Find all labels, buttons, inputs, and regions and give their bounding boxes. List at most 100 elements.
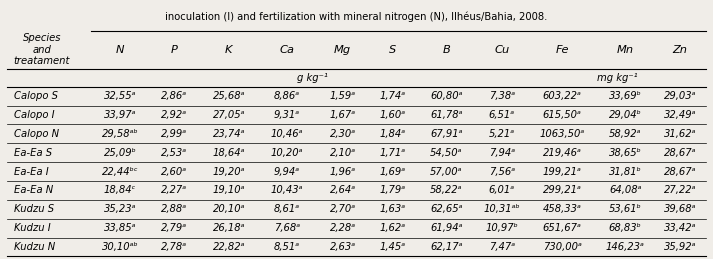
Text: 1,71ᵃ: 1,71ᵃ (380, 148, 406, 158)
Text: 33,42ᵃ: 33,42ᵃ (664, 223, 696, 233)
Text: 10,97ᵇ: 10,97ᵇ (486, 223, 518, 233)
Text: Kudzu N: Kudzu N (14, 242, 55, 252)
Text: 58,22ᵃ: 58,22ᵃ (430, 185, 463, 196)
Text: 1,96ᵃ: 1,96ᵃ (329, 167, 356, 177)
Text: 199,21ᵃ: 199,21ᵃ (543, 167, 582, 177)
Text: 1,59ᵃ: 1,59ᵃ (329, 91, 356, 101)
Text: 57,00ᵃ: 57,00ᵃ (430, 167, 463, 177)
Text: Fe: Fe (555, 45, 569, 55)
Text: g kg⁻¹: g kg⁻¹ (297, 73, 328, 83)
Text: 54,50ᵃ: 54,50ᵃ (430, 148, 463, 158)
Text: 33,69ᵇ: 33,69ᵇ (609, 91, 642, 101)
Text: 615,50ᵃ: 615,50ᵃ (543, 110, 582, 120)
Text: 7,38ᵃ: 7,38ᵃ (488, 91, 515, 101)
Text: 1,74ᵃ: 1,74ᵃ (380, 91, 406, 101)
Text: 2,92ᵃ: 2,92ᵃ (161, 110, 188, 120)
Text: 458,33ᵃ: 458,33ᵃ (543, 204, 582, 214)
Text: 1,62ᵃ: 1,62ᵃ (380, 223, 406, 233)
Text: 7,47ᵃ: 7,47ᵃ (488, 242, 515, 252)
Text: 23,74ᵃ: 23,74ᵃ (212, 129, 245, 139)
Text: 28,67ᵃ: 28,67ᵃ (664, 148, 696, 158)
Text: S: S (389, 45, 396, 55)
Text: 1,67ᵃ: 1,67ᵃ (329, 110, 356, 120)
Text: 10,46ᵃ: 10,46ᵃ (271, 129, 303, 139)
Text: 1063,50ᵃ: 1063,50ᵃ (540, 129, 585, 139)
Text: 2,88ᵃ: 2,88ᵃ (161, 204, 188, 214)
Text: 2,79ᵃ: 2,79ᵃ (161, 223, 188, 233)
Text: 61,94ᵃ: 61,94ᵃ (430, 223, 463, 233)
Text: 2,10ᵃ: 2,10ᵃ (329, 148, 356, 158)
Text: Calopo N: Calopo N (14, 129, 59, 139)
Text: 39,68ᵃ: 39,68ᵃ (664, 204, 696, 214)
Text: 2,28ᵃ: 2,28ᵃ (329, 223, 356, 233)
Text: Ea-Ea S: Ea-Ea S (14, 148, 52, 158)
Text: Mn: Mn (617, 45, 634, 55)
Text: 603,22ᵃ: 603,22ᵃ (543, 91, 582, 101)
Text: Mg: Mg (334, 45, 351, 55)
Text: N: N (116, 45, 124, 55)
Text: K: K (225, 45, 232, 55)
Text: 7,56ᵃ: 7,56ᵃ (488, 167, 515, 177)
Text: 60,80ᵃ: 60,80ᵃ (430, 91, 463, 101)
Text: 8,51ᵃ: 8,51ᵃ (274, 242, 300, 252)
Text: 2,86ᵃ: 2,86ᵃ (161, 91, 188, 101)
Text: Ea-Ea N: Ea-Ea N (14, 185, 53, 196)
Text: B: B (442, 45, 450, 55)
Text: 9,31ᵃ: 9,31ᵃ (274, 110, 300, 120)
Text: 29,04ᵇ: 29,04ᵇ (609, 110, 642, 120)
Text: Ea-Ea I: Ea-Ea I (14, 167, 48, 177)
Text: 19,20ᵃ: 19,20ᵃ (212, 167, 245, 177)
Text: inoculation (I) and fertilization with mineral nitrogen (N), Ilhéus/Bahia, 2008.: inoculation (I) and fertilization with m… (165, 12, 548, 22)
Text: 146,23ᵃ: 146,23ᵃ (605, 242, 645, 252)
Text: Calopo I: Calopo I (14, 110, 54, 120)
Text: 31,81ᵇ: 31,81ᵇ (609, 167, 642, 177)
Text: 28,67ᵃ: 28,67ᵃ (664, 167, 696, 177)
Text: 32,55ᵃ: 32,55ᵃ (104, 91, 136, 101)
Text: Kudzu I: Kudzu I (14, 223, 51, 233)
Text: 1,45ᵃ: 1,45ᵃ (380, 242, 406, 252)
Text: Species
and
treatament: Species and treatament (14, 33, 70, 66)
Text: 730,00ᵃ: 730,00ᵃ (543, 242, 582, 252)
Text: 31,62ᵃ: 31,62ᵃ (664, 129, 696, 139)
Text: 64,08ᵃ: 64,08ᵃ (609, 185, 642, 196)
Text: 1,69ᵃ: 1,69ᵃ (380, 167, 406, 177)
Text: 38,65ᵇ: 38,65ᵇ (609, 148, 642, 158)
Text: P: P (171, 45, 178, 55)
Text: 67,91ᵃ: 67,91ᵃ (430, 129, 463, 139)
Text: Zn: Zn (672, 45, 687, 55)
Text: 61,78ᵃ: 61,78ᵃ (430, 110, 463, 120)
Text: 2,30ᵃ: 2,30ᵃ (329, 129, 356, 139)
Text: Cu: Cu (494, 45, 509, 55)
Text: 62,65ᵃ: 62,65ᵃ (430, 204, 463, 214)
Text: 27,22ᵃ: 27,22ᵃ (664, 185, 696, 196)
Text: Calopo S: Calopo S (14, 91, 58, 101)
Text: 2,99ᵃ: 2,99ᵃ (161, 129, 188, 139)
Text: 18,84ᶜ: 18,84ᶜ (104, 185, 136, 196)
Text: 68,83ᵇ: 68,83ᵇ (609, 223, 642, 233)
Text: 10,31ᵃᵇ: 10,31ᵃᵇ (483, 204, 520, 214)
Text: 22,82ᵃ: 22,82ᵃ (212, 242, 245, 252)
Text: 20,10ᵃ: 20,10ᵃ (212, 204, 245, 214)
Text: 651,67ᵃ: 651,67ᵃ (543, 223, 582, 233)
Text: 10,20ᵃ: 10,20ᵃ (271, 148, 303, 158)
Text: 219,46ᵃ: 219,46ᵃ (543, 148, 582, 158)
Text: 32,49ᵃ: 32,49ᵃ (664, 110, 696, 120)
Text: 8,61ᵃ: 8,61ᵃ (274, 204, 300, 214)
Text: 1,84ᵃ: 1,84ᵃ (380, 129, 406, 139)
Text: 53,61ᵇ: 53,61ᵇ (609, 204, 642, 214)
Text: Kudzu S: Kudzu S (14, 204, 54, 214)
Text: 35,23ᵃ: 35,23ᵃ (104, 204, 136, 214)
Text: 29,58ᵃᵇ: 29,58ᵃᵇ (102, 129, 138, 139)
Text: 2,27ᵃ: 2,27ᵃ (161, 185, 188, 196)
Text: 33,97ᵃ: 33,97ᵃ (104, 110, 136, 120)
Text: 7,94ᵃ: 7,94ᵃ (488, 148, 515, 158)
Text: 1,63ᵃ: 1,63ᵃ (380, 204, 406, 214)
Text: 8,86ᵃ: 8,86ᵃ (274, 91, 300, 101)
Text: 22,44ᵇᶜ: 22,44ᵇᶜ (102, 167, 138, 177)
Text: 9,94ᵃ: 9,94ᵃ (274, 167, 300, 177)
Text: 33,85ᵃ: 33,85ᵃ (104, 223, 136, 233)
Text: Ca: Ca (279, 45, 294, 55)
Text: 19,10ᵃ: 19,10ᵃ (212, 185, 245, 196)
Text: 30,10ᵃᵇ: 30,10ᵃᵇ (102, 242, 138, 252)
Text: 6,01ᵃ: 6,01ᵃ (488, 185, 515, 196)
